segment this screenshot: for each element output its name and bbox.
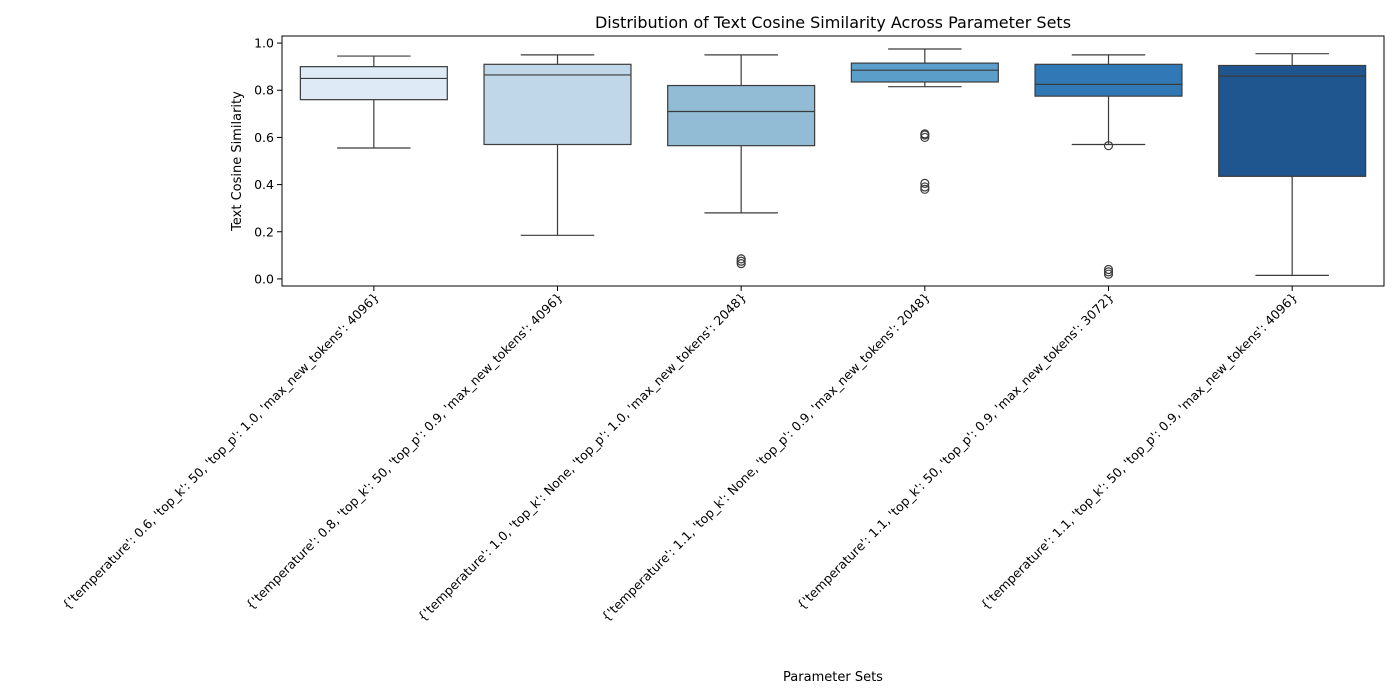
- box-group: [1034, 54, 1183, 279]
- plot-area: [299, 48, 1367, 279]
- box-iqr: [850, 62, 999, 83]
- box-group: [1218, 53, 1367, 276]
- outlier-point: [920, 129, 930, 139]
- box-group: [483, 54, 632, 236]
- plot-frame: [281, 35, 1385, 287]
- chart-title: Distribution of Text Cosine Similarity A…: [595, 13, 1071, 32]
- box-group: [667, 54, 816, 269]
- outlier-point: [1103, 264, 1114, 275]
- outlier-point: [920, 132, 930, 143]
- outlier-point: [1103, 267, 1114, 277]
- outlier-point: [920, 184, 930, 194]
- box-group: [299, 55, 448, 149]
- box-iqr: [1218, 64, 1367, 177]
- outlier-point: [736, 254, 746, 264]
- y-tick-label: 0.8: [254, 83, 274, 98]
- outlier-point: [920, 182, 930, 192]
- box-iqr: [667, 84, 816, 147]
- box-iqr: [483, 63, 632, 146]
- y-tick-label: 0.6: [254, 130, 274, 145]
- box-group: [850, 48, 999, 194]
- box-iqr: [299, 66, 448, 101]
- box-iqr: [1034, 63, 1183, 97]
- y-tick-label: 1.0: [254, 36, 274, 51]
- outlier-point: [1103, 141, 1114, 151]
- outlier-point: [736, 256, 746, 266]
- y-axis-label: Text Cosine Similarity: [230, 91, 245, 232]
- y-tick-label: 0.2: [254, 224, 274, 239]
- y-tick-label: 0.4: [254, 177, 274, 192]
- outlier-point: [920, 178, 930, 189]
- outlier-point: [736, 258, 746, 269]
- outlier-point: [1103, 269, 1114, 279]
- y-axis: 0.0 0.2 0.4 0.6 0.8 1.0: [254, 36, 282, 286]
- x-axis-label: Parameter Sets: [783, 670, 883, 685]
- y-tick-label: 0.0: [254, 271, 274, 286]
